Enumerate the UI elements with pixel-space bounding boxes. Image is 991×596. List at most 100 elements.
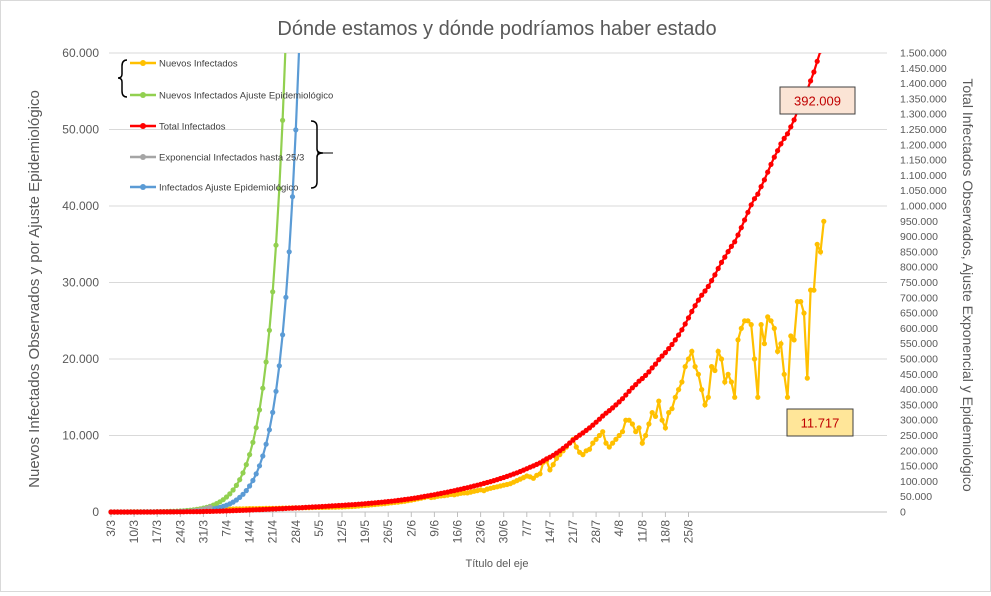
data-point: [709, 364, 715, 370]
series-line: [111, 53, 287, 514]
data-point: [297, 46, 302, 51]
y2-tick-label: 1.050.000: [900, 185, 947, 197]
data-point: [685, 315, 692, 321]
y2-tick-label: 250.000: [900, 430, 938, 442]
series-line: [111, 53, 301, 514]
legend: Nuevos Infectados Nuevos Infectados Ajust…: [117, 59, 333, 194]
data-point: [619, 396, 626, 402]
y2-tick-label: 450.000: [900, 369, 938, 381]
data-point: [784, 131, 791, 137]
series-0: [108, 218, 827, 515]
x-tick-label: 12/5: [335, 520, 349, 544]
legend-marker: [140, 184, 146, 190]
x-tick-label: 30/6: [497, 520, 511, 544]
data-point: [718, 356, 725, 362]
data-point: [659, 353, 665, 359]
y2-tick-label: 1.000.000: [900, 201, 947, 213]
data-point: [699, 292, 705, 298]
legend-item: Nuevos Infectados: [130, 59, 238, 70]
data-point: [669, 341, 675, 348]
data-point: [788, 333, 794, 339]
x-tick-label: 3/3: [104, 520, 118, 537]
data-point: [626, 388, 632, 394]
data-point: [639, 375, 645, 382]
data-point: [685, 356, 692, 362]
data-point: [702, 288, 708, 294]
y2-tick-label: 850.000: [900, 246, 938, 258]
data-point: [276, 186, 282, 192]
y-tick-label: 50.000: [62, 123, 99, 137]
data-point: [610, 440, 616, 446]
data-point: [639, 440, 645, 446]
data-point: [768, 161, 774, 167]
data-point: [728, 379, 735, 385]
data-point: [738, 325, 744, 331]
data-point: [643, 372, 649, 378]
y2-tick-label: 1.200.000: [900, 139, 947, 151]
data-point: [692, 364, 698, 370]
annotation-box: 392.009: [779, 86, 856, 115]
data-point: [550, 462, 556, 468]
y2-tick-label: 650.000: [900, 308, 938, 320]
y2-tick-label: 500.000: [900, 354, 938, 366]
data-point: [596, 416, 603, 422]
data-point: [237, 477, 243, 483]
data-point: [573, 444, 579, 450]
data-point: [738, 225, 744, 231]
legend-item: Exponencial Infectados hasta 25/3: [130, 153, 304, 164]
data-point: [672, 337, 678, 343]
y2-tick-label: 100.000: [900, 476, 938, 488]
y-tick-label: 10.000: [62, 429, 99, 443]
data-point: [811, 287, 817, 293]
data-point: [553, 455, 560, 461]
data-point: [593, 436, 599, 442]
data-point: [788, 124, 794, 130]
data-point: [652, 413, 659, 419]
data-point: [821, 218, 827, 224]
data-point: [266, 327, 272, 333]
data-point: [237, 494, 243, 500]
x-tick-label: 24/3: [173, 520, 187, 544]
data-point: [247, 452, 253, 458]
data-point: [791, 337, 797, 343]
annotation-label: 392.009: [794, 94, 841, 109]
legend-item: Nuevos Infectados Ajuste Epidemiológico: [130, 91, 333, 102]
data-point: [293, 127, 299, 133]
y2-tick-label: 50.000: [900, 491, 932, 503]
data-point: [699, 387, 705, 393]
data-point: [256, 407, 263, 413]
x-tick-label: 14/4: [243, 520, 257, 544]
y2-tick-label: 550.000: [900, 338, 938, 350]
data-point: [626, 417, 632, 423]
data-point: [725, 371, 731, 377]
y-axis-title: Nuevos Infectados Observados y por Ajust…: [26, 90, 43, 488]
data-point: [765, 314, 771, 320]
y2-tick-label: 900.000: [900, 231, 938, 243]
data-point: [230, 487, 236, 493]
y-tick-label: 0: [92, 505, 99, 519]
data-point: [613, 402, 619, 408]
data-point: [590, 440, 596, 446]
data-point: [676, 387, 682, 393]
y-tick-label: 20.000: [62, 352, 99, 366]
series-line: [111, 221, 825, 514]
y2-tick-label: 1.150.000: [900, 155, 947, 167]
x-tick-label: 26/5: [381, 520, 395, 544]
data-point: [725, 249, 731, 255]
data-point: [761, 341, 768, 347]
x-tick-label: 19/5: [358, 520, 372, 544]
data-point: [623, 392, 629, 398]
data-point: [808, 78, 814, 84]
data-point: [227, 491, 233, 497]
data-point: [784, 394, 791, 400]
data-point: [682, 364, 688, 370]
data-point: [633, 382, 639, 388]
data-point: [646, 421, 652, 427]
data-point: [207, 504, 213, 510]
data-point: [289, 194, 296, 200]
y2-tick-label: 950.000: [900, 216, 938, 228]
data-point: [705, 283, 711, 289]
data-point: [712, 272, 718, 278]
legend-brace-right: [310, 120, 324, 189]
data-point: [260, 385, 266, 391]
